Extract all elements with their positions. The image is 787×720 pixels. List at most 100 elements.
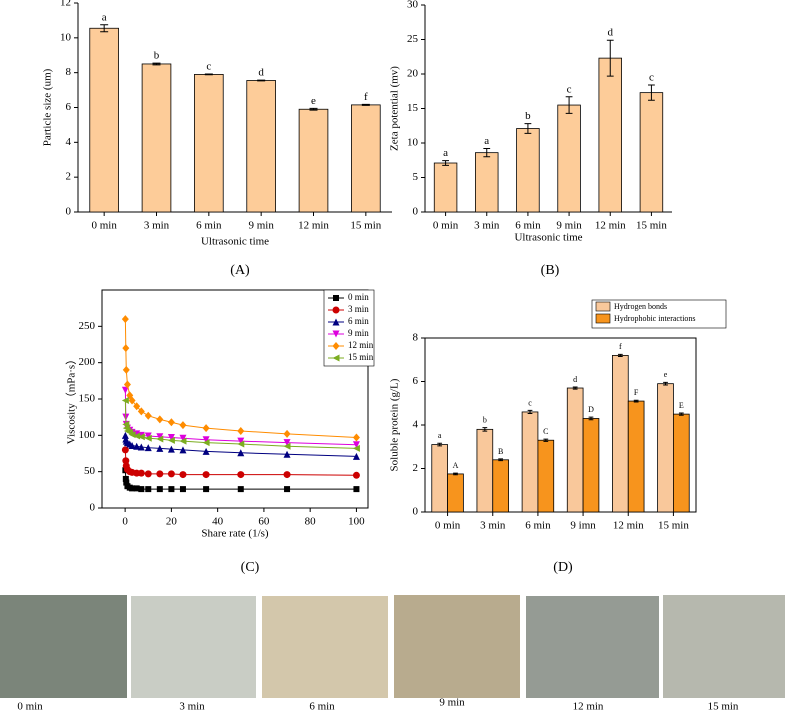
- marker: [156, 433, 164, 441]
- bar: [447, 473, 464, 513]
- micrograph: [526, 596, 659, 698]
- micrograph-label: 9 min: [439, 697, 465, 709]
- marker: [179, 471, 187, 479]
- x-tick-label: 0 min: [435, 520, 461, 532]
- marker: [332, 354, 340, 362]
- legend-box: [323, 289, 375, 367]
- marker: [332, 330, 340, 338]
- x-tick-label: 6 min: [515, 220, 541, 232]
- marker: [156, 486, 163, 493]
- marker: [167, 434, 175, 442]
- bar: [194, 74, 224, 213]
- marker: [122, 475, 129, 482]
- marker: [137, 407, 145, 416]
- x-tick-label: 20: [166, 516, 178, 528]
- error-bar: [606, 39, 614, 77]
- marker: [121, 386, 129, 394]
- significance-letter: a: [484, 135, 489, 147]
- marker: [137, 433, 145, 441]
- bar: [537, 439, 555, 513]
- bar: [141, 63, 172, 213]
- marker: [202, 436, 210, 444]
- legend-label: 3 min: [348, 304, 369, 314]
- y-tick-label: 0: [413, 206, 419, 218]
- marker: [128, 442, 136, 450]
- marker: [138, 486, 145, 493]
- legend-swatch: [595, 313, 611, 324]
- bar: [566, 387, 584, 513]
- marker: [133, 485, 140, 492]
- marker: [133, 402, 141, 411]
- x-axis-label: Share rate (1/s): [201, 528, 269, 540]
- axis-line: [424, 5, 672, 213]
- bar: [639, 92, 664, 213]
- y-tick-label: 15: [407, 102, 419, 114]
- marker: [332, 318, 340, 326]
- marker: [202, 439, 210, 447]
- significance-letter: c: [206, 61, 211, 73]
- error-bar: [257, 79, 266, 82]
- error-bar: [663, 381, 668, 386]
- y-tick-label: 200: [79, 356, 96, 368]
- marker: [352, 444, 360, 452]
- y-tick-label: 4: [413, 419, 419, 431]
- marker: [137, 443, 145, 451]
- error-bar: [498, 458, 504, 462]
- x-axis-label: Ultrasonic time: [201, 236, 269, 248]
- marker: [283, 429, 291, 438]
- x-tick-label: 3 min: [480, 520, 506, 532]
- significance-letter: D: [588, 405, 594, 414]
- panel-label: (B): [541, 263, 560, 278]
- bar: [246, 80, 276, 213]
- marker: [237, 440, 245, 448]
- y-tick-label: 0: [413, 506, 419, 518]
- error-bar: [482, 427, 488, 432]
- bar: [557, 104, 581, 213]
- bar: [627, 400, 645, 513]
- micrograph-label: 12 min: [573, 701, 604, 713]
- x-tick-label: 60: [258, 516, 270, 528]
- significance-letter: c: [528, 398, 532, 407]
- error-bar: [648, 84, 655, 101]
- axis-line: [424, 337, 697, 513]
- error-bar: [309, 107, 318, 111]
- error-bar: [527, 409, 533, 414]
- marker: [121, 446, 129, 454]
- legend-label: 6 min: [348, 316, 369, 326]
- bar: [598, 57, 622, 213]
- micrograph: [0, 595, 127, 698]
- x-tick-label: 9 imn: [570, 520, 596, 532]
- error-bar: [588, 416, 594, 421]
- y-tick-label: 50: [84, 465, 96, 477]
- y-tick-label: 8: [66, 66, 72, 78]
- marker: [179, 446, 187, 454]
- y-tick-label: 5: [413, 171, 419, 183]
- marker: [156, 444, 164, 452]
- marker: [129, 485, 136, 492]
- significance-letter: d: [258, 67, 264, 79]
- y-tick-label: 2: [413, 462, 419, 474]
- y-axis-label: Viscosity（mPa·s）: [65, 354, 78, 444]
- y-axis-label: Particle size (um): [42, 68, 54, 146]
- y-tick-label: 150: [79, 393, 96, 405]
- micrograph-label: 0 min: [17, 701, 43, 713]
- marker: [168, 486, 175, 493]
- marker: [179, 486, 186, 493]
- x-tick-label: 12 min: [298, 220, 329, 232]
- x-tick-label: 0: [122, 516, 128, 528]
- marker: [179, 437, 187, 445]
- legend-label: 15 min: [348, 352, 374, 362]
- panel-label: (D): [553, 560, 573, 575]
- error-bar: [204, 73, 213, 76]
- y-tick-label: 12: [60, 0, 71, 9]
- marker: [202, 471, 210, 479]
- bar: [298, 108, 329, 213]
- error-bar: [442, 160, 449, 166]
- marker: [283, 439, 291, 447]
- axis-line: [77, 3, 392, 213]
- x-tick-label: 12 min: [613, 520, 644, 532]
- legend-label: Hydrogen bonds: [614, 302, 667, 311]
- micrograph-label: 3 min: [179, 701, 205, 713]
- bar: [431, 444, 448, 513]
- marker: [352, 433, 360, 442]
